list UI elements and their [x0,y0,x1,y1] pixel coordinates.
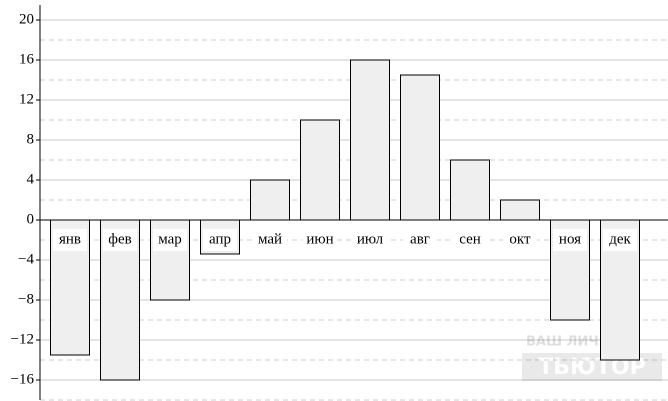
y-tick-label: 8 [27,131,35,147]
x-tick-label: май [258,231,282,247]
y-tick-label: 12 [19,91,34,107]
x-tick-label: авг [410,231,430,247]
bar [400,74,440,221]
label-background [453,229,487,251]
label-background [103,229,137,251]
y-tick-label: −4 [18,251,34,267]
y-tick-label: 20 [19,11,34,27]
label-background [553,229,587,251]
x-tick-label: мар [158,231,182,247]
watermark: ВАШ ЛИЧНЫЙ ТЬЮТОР [522,334,662,381]
label-background [603,229,637,251]
bar [450,159,490,221]
y-tick-label: −8 [18,291,34,307]
x-tick-label: сен [459,231,481,247]
y-tick-label: 4 [27,171,35,187]
y-tick-label: −12 [11,331,34,347]
label-background [303,229,337,251]
y-tick-label: 0 [27,211,35,227]
label-background [153,229,187,251]
y-tick-label: 16 [19,51,35,67]
y-tick-label: −16 [11,371,35,387]
label-background [403,229,437,251]
x-tick-label: окт [509,231,531,247]
label-background [253,229,287,251]
x-tick-label: июн [306,231,333,247]
bar [250,179,290,221]
x-tick-label: апр [209,231,231,247]
label-background [503,229,537,251]
x-tick-label: дек [609,231,631,247]
label-background [353,229,387,251]
bar [350,59,390,221]
bar [500,199,540,221]
bar [300,119,340,221]
label-background [203,229,237,251]
x-tick-label: ноя [559,231,581,247]
x-tick-label: янв [59,231,81,247]
x-tick-label: фев [108,231,131,247]
label-background [53,229,87,251]
x-tick-label: июл [357,231,384,247]
